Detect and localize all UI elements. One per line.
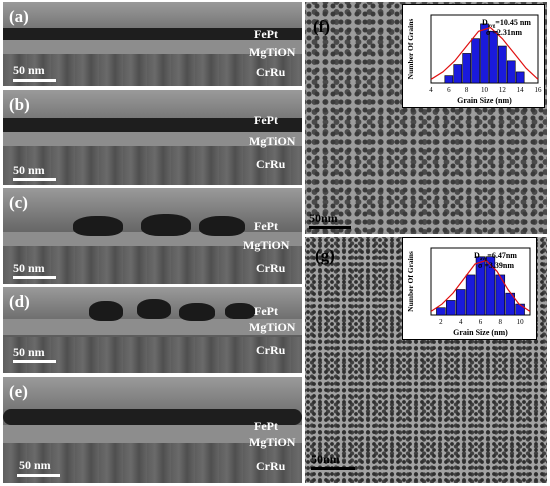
x-tick-label: 4 bbox=[459, 318, 463, 326]
histogram-bar bbox=[480, 23, 489, 84]
scale-bar bbox=[13, 276, 56, 279]
x-tick-label: 6 bbox=[447, 86, 451, 94]
scale-bar-label: 50 nm bbox=[13, 163, 45, 177]
scale-bar bbox=[17, 474, 60, 477]
layer-label-crru: CrRu bbox=[256, 157, 286, 171]
tem-panel-c: (c) FePt MgTiON CrRu 50 nm bbox=[3, 188, 302, 284]
layer-label-fept: FePt bbox=[254, 419, 278, 433]
scale-bar-label: 50 nm bbox=[13, 261, 45, 275]
layer-label-fept: FePt bbox=[254, 304, 278, 318]
layer-label-crru: CrRu bbox=[256, 261, 286, 275]
tem-panel-a: (a) FePt MgTiON CrRu 50 nm bbox=[3, 2, 302, 86]
davg-annotation: Davg=10.45 nm bbox=[482, 18, 531, 29]
histogram-bar bbox=[506, 60, 516, 84]
layer-label-fept: FePt bbox=[254, 27, 278, 41]
histogram-inset-f: 4 6 8 10 12 14 16 Grain Size (nm) Number Of Grai… bbox=[402, 4, 545, 108]
panel-label: (b) bbox=[9, 95, 30, 114]
histogram-bar bbox=[515, 71, 525, 84]
panel-label: (e) bbox=[9, 382, 28, 401]
y-axis-label: Number Of Grains bbox=[406, 19, 415, 80]
layer-label-mgtion: MgTiON bbox=[249, 134, 296, 148]
panel-label: (d) bbox=[9, 292, 30, 311]
scale-bar bbox=[13, 360, 56, 363]
layer-label-mgtion: MgTiON bbox=[249, 435, 296, 449]
x-axis-label: Grain Size (nm) bbox=[457, 96, 512, 105]
plan-view-panel-g: (g) 50nm 2 4 6 8 10 Grain Size (nm) Number Of … bbox=[305, 237, 547, 483]
layer-label-fept: FePt bbox=[254, 219, 278, 233]
tem-panel-e: (e) FePt MgTiON CrRu 50 nm bbox=[3, 377, 302, 483]
histogram-bar bbox=[453, 64, 463, 84]
fit-curve bbox=[430, 259, 531, 312]
sigma-annotation: σ =2.31nm bbox=[486, 28, 522, 37]
x-tick-label: 8 bbox=[499, 318, 503, 326]
x-tick-label: 10 bbox=[481, 86, 489, 94]
histogram-bar bbox=[498, 45, 507, 84]
x-tick-label: 10 bbox=[517, 318, 525, 326]
y-axis-label: Number Of Grains bbox=[406, 251, 415, 312]
histogram-bar bbox=[436, 307, 446, 316]
histogram-bar bbox=[462, 53, 471, 84]
x-tick-label: 4 bbox=[429, 86, 433, 94]
layer-label-mgtion: MgTiON bbox=[243, 238, 290, 252]
scale-bar bbox=[311, 467, 355, 470]
histogram-bar bbox=[465, 274, 476, 316]
histogram-chart: 2 4 6 8 10 Grain Size (nm) Number Of Grains Dav… bbox=[406, 247, 531, 337]
tem-panel-d: (d) FePt MgTiON CrRu 50 nm bbox=[3, 287, 302, 373]
histogram-bar bbox=[471, 38, 480, 84]
layer-label-crru: CrRu bbox=[256, 65, 286, 79]
scale-bar bbox=[13, 79, 56, 82]
histogram-bar bbox=[455, 289, 466, 316]
layer-label-crru: CrRu bbox=[256, 343, 286, 357]
panel-label: (c) bbox=[9, 193, 28, 212]
x-axis-label: Grain Size (nm) bbox=[453, 328, 508, 337]
tem-panel-b: (b) FePt MgTiON CrRu 50 nm bbox=[3, 90, 302, 185]
layer-label-mgtion: MgTiON bbox=[249, 45, 296, 59]
x-tick-label: 6 bbox=[479, 318, 483, 326]
histogram-chart: 4 6 8 10 12 14 16 Grain Size (nm) Number Of Grai… bbox=[406, 14, 543, 105]
scale-bar bbox=[13, 178, 56, 181]
scale-bar-label: 50 nm bbox=[13, 63, 45, 77]
panel-label: (g) bbox=[315, 246, 335, 265]
histogram-bar bbox=[444, 75, 454, 84]
x-tick-label: 2 bbox=[439, 318, 443, 326]
histogram-bar bbox=[489, 30, 498, 84]
histogram-inset-g: 2 4 6 8 10 Grain Size (nm) Number Of Grains Dav… bbox=[402, 237, 537, 340]
panel-label: (f) bbox=[313, 17, 330, 36]
x-tick-label: 16 bbox=[535, 86, 543, 94]
x-tick-label: 8 bbox=[465, 86, 469, 94]
sigma-annotation: σ =3.39nm bbox=[478, 261, 514, 270]
scale-bar-label: 50nm bbox=[309, 211, 338, 225]
scale-bar bbox=[309, 226, 351, 229]
layer-label-mgtion: MgTiON bbox=[249, 320, 296, 334]
scale-bar-label: 50nm bbox=[311, 452, 340, 466]
histogram-bar bbox=[515, 303, 525, 316]
plan-view-panel-f: (f) 50nm 4 6 8 10 12 14 16 Grain Size (nm) Numbe… bbox=[305, 2, 547, 234]
histogram-bar bbox=[495, 274, 506, 316]
panel-label: (a) bbox=[9, 7, 29, 26]
layer-label-crru: CrRu bbox=[256, 459, 286, 473]
histogram-bar bbox=[446, 300, 456, 316]
histogram-bar bbox=[485, 256, 496, 316]
fit-curve bbox=[430, 26, 539, 80]
x-tick-label: 14 bbox=[517, 86, 525, 94]
scale-bar-label: 50 nm bbox=[19, 458, 51, 472]
davg-annotation: Davg=6.47nm bbox=[474, 251, 517, 262]
scale-bar-label: 50 nm bbox=[13, 345, 45, 359]
histogram-bar bbox=[475, 256, 486, 316]
x-tick-label: 12 bbox=[499, 86, 507, 94]
layer-label-fept: FePt bbox=[254, 113, 278, 127]
